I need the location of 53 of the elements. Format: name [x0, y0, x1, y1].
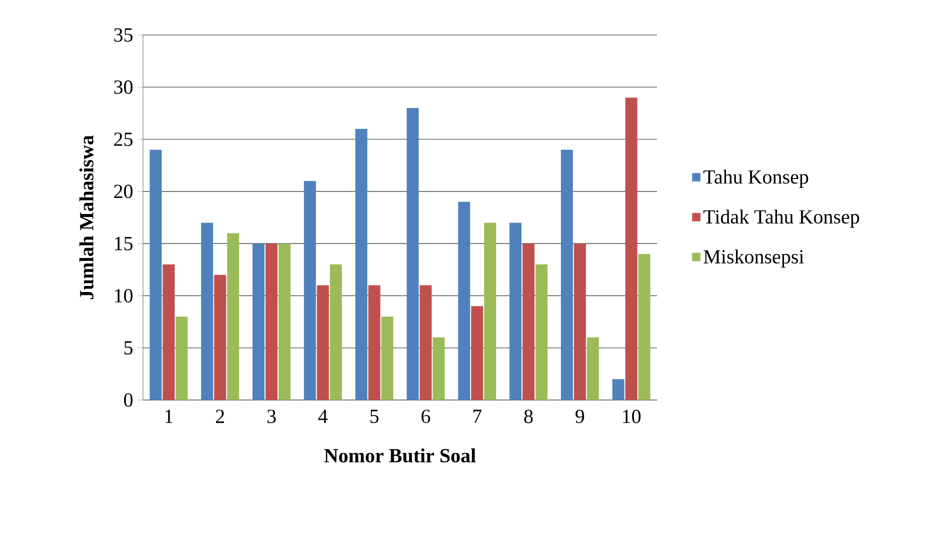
x-tick-label: 6 [422, 410, 430, 424]
bar [612, 379, 624, 400]
y-axis-title: Jumlah Mahasiswa [79, 135, 94, 300]
y-tick-label: 35 [114, 28, 133, 42]
bar [484, 222, 496, 400]
bar [176, 316, 188, 400]
y-tick-label: 5 [124, 341, 133, 354]
legend-label: Tidak Tahu Konsep [703, 210, 860, 228]
bar [536, 264, 548, 400]
x-tick-label: 2 [216, 410, 224, 423]
bar [201, 222, 214, 400]
bar [214, 274, 226, 400]
bar [420, 285, 432, 400]
x-axis-title: Nomor Butir Soal [324, 448, 476, 462]
y-tick-label: 25 [114, 132, 133, 146]
y-tick-label: 30 [114, 80, 133, 94]
bar [368, 285, 380, 400]
bar [381, 316, 394, 400]
bar [471, 306, 484, 400]
bar [355, 128, 368, 400]
bar [266, 244, 278, 400]
x-tick-label: 10 [623, 410, 641, 424]
bar [227, 233, 240, 400]
bar [522, 244, 535, 400]
legend-label: Miskonsepsi [704, 249, 804, 268]
bar [162, 264, 175, 400]
bar [560, 150, 573, 400]
bar [574, 244, 586, 400]
bar [432, 337, 445, 400]
legend-label: Tahu Konsep [703, 170, 808, 188]
bar [252, 244, 265, 400]
bar [458, 202, 470, 400]
x-tick-label: 5 [370, 410, 379, 423]
bar [586, 337, 599, 400]
y-tick-label: 20 [114, 184, 133, 198]
x-tick-label: 9 [576, 410, 584, 424]
bar [330, 264, 342, 400]
bar [150, 150, 162, 400]
y-tick-label: 10 [115, 288, 133, 302]
bar [316, 285, 329, 400]
x-tick-label: 8 [524, 410, 533, 424]
x-tick-label: 1 [165, 410, 173, 423]
bar [278, 244, 291, 400]
x-tick-label: 3 [267, 410, 276, 424]
y-tick-label: 15 [115, 236, 133, 250]
y-tick-label: 0 [124, 393, 133, 407]
bar [625, 98, 638, 400]
bar [406, 108, 419, 400]
bar [638, 254, 650, 400]
x-tick-label: 4 [318, 410, 328, 423]
bar [510, 222, 522, 400]
bar [304, 181, 316, 400]
x-tick-label: 7 [473, 410, 482, 423]
